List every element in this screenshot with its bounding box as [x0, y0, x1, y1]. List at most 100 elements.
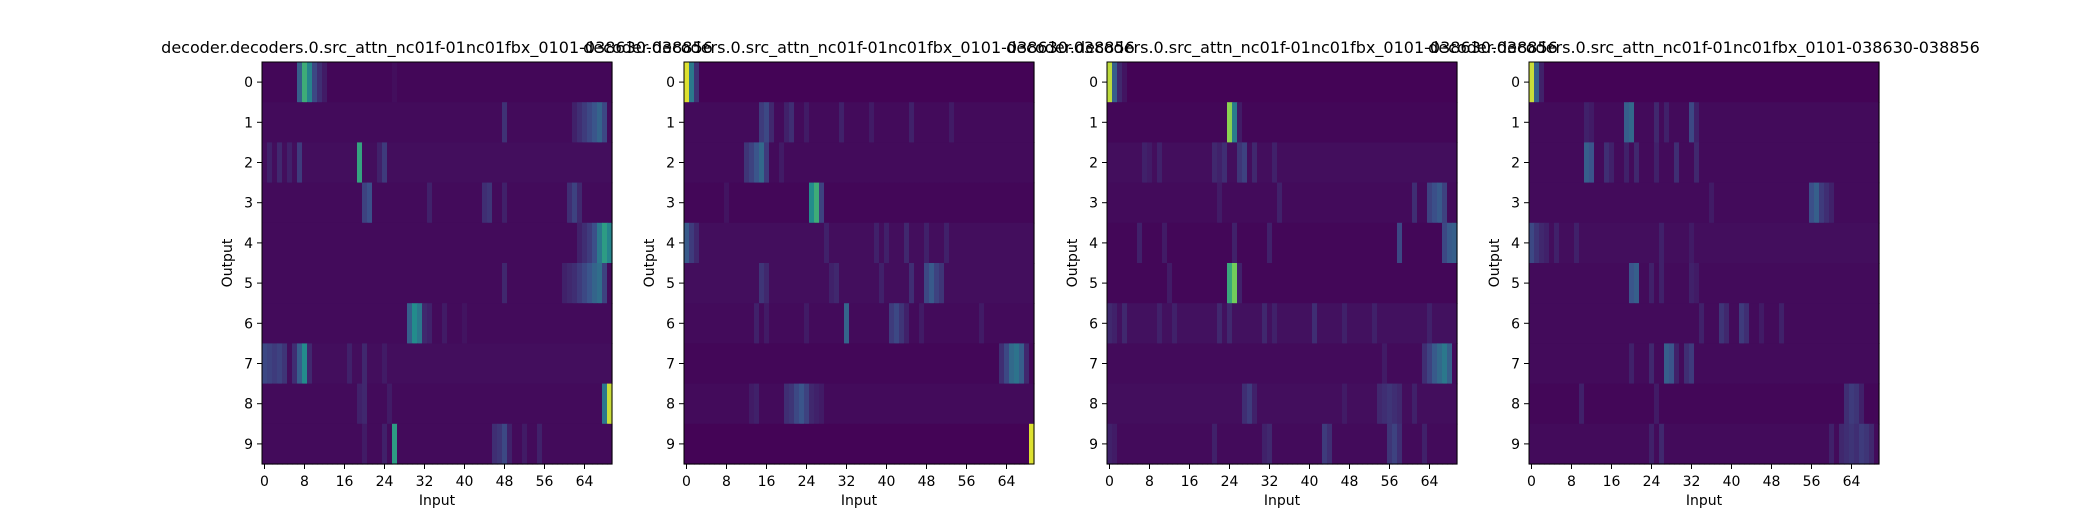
heatmap-cell	[1327, 222, 1333, 264]
heatmap-cell	[774, 182, 780, 224]
heatmap-cell	[507, 222, 513, 264]
heatmap-cell	[527, 62, 533, 103]
heatmap-cell	[1312, 423, 1318, 465]
heatmap-cell	[1397, 383, 1403, 425]
heatmap-cell	[387, 62, 393, 103]
heatmap-cell	[1699, 62, 1705, 103]
heatmap-cell	[522, 303, 528, 344]
heatmap-cell	[482, 142, 488, 184]
heatmap-cell	[1824, 182, 1830, 224]
heatmap-cell	[844, 263, 850, 304]
heatmap-cell	[1604, 423, 1610, 465]
heatmap-cell	[287, 423, 293, 465]
heatmap-cell	[522, 142, 528, 184]
heatmap-cell	[517, 182, 523, 224]
heatmap-cell	[1739, 102, 1745, 143]
heatmap-cell	[1177, 142, 1183, 184]
heatmap-cell	[1307, 142, 1313, 184]
heatmap-cell	[1659, 62, 1665, 103]
heatmap-cell	[1829, 263, 1835, 304]
heatmap-cell	[442, 383, 448, 425]
heatmap-cell	[1819, 263, 1825, 304]
heatmap-cell	[1292, 182, 1298, 224]
heatmap-cell	[894, 343, 900, 385]
heatmap-cell	[1172, 222, 1178, 264]
heatmap-cell	[1277, 423, 1283, 465]
heatmap-cell	[1689, 222, 1695, 264]
heatmap-cell	[684, 142, 690, 184]
heatmap-cell	[1217, 222, 1223, 264]
heatmap-cell	[512, 62, 518, 103]
heatmap-cell	[759, 383, 765, 425]
heatmap-cell	[587, 102, 593, 143]
heatmap-cell	[1874, 383, 1880, 425]
heatmap-cell	[849, 62, 855, 103]
heatmap-cell	[1142, 102, 1148, 143]
heatmap-cell	[904, 222, 910, 264]
heatmap-cell	[999, 303, 1005, 344]
heatmap-cell	[1854, 222, 1860, 264]
heatmap-cell	[844, 62, 850, 103]
heatmap-cell	[557, 182, 563, 224]
heatmap-cell	[1619, 222, 1625, 264]
heatmap-cell	[779, 423, 785, 465]
heatmap-cell	[1529, 303, 1535, 344]
heatmap-cell	[814, 222, 820, 264]
heatmap-cell	[784, 102, 790, 143]
heatmap-cell	[602, 142, 608, 184]
heatmap-cell	[1282, 303, 1288, 344]
heatmap-cell	[1774, 263, 1780, 304]
heatmap-cell	[1362, 343, 1368, 385]
heatmap-cell	[1222, 343, 1228, 385]
heatmap-cell	[1322, 343, 1328, 385]
heatmap-cell	[944, 303, 950, 344]
heatmap-cell	[994, 263, 1000, 304]
heatmap-cell	[602, 102, 608, 143]
heatmap-cell	[1749, 142, 1755, 184]
heatmap-cell	[1447, 102, 1453, 143]
heatmap-cell	[1669, 102, 1675, 143]
heatmap-cell	[734, 102, 740, 143]
heatmap-cell	[552, 102, 558, 143]
heatmap-cell	[1614, 222, 1620, 264]
heatmap-cell	[387, 343, 393, 385]
heatmap-cell	[1834, 263, 1840, 304]
heatmap-cell	[1599, 62, 1605, 103]
heatmap-cell	[979, 423, 985, 465]
heatmap-cell	[919, 383, 925, 425]
heatmap-cell	[1272, 383, 1278, 425]
heatmap-cell	[764, 423, 770, 465]
heatmap-cell	[582, 182, 588, 224]
heatmap-cell	[994, 303, 1000, 344]
heatmap-cell	[999, 182, 1005, 224]
heatmap-cell	[452, 343, 458, 385]
heatmap-cell	[312, 222, 318, 264]
heatmap-cell	[784, 142, 790, 184]
heatmap-cell	[1619, 62, 1625, 103]
heatmap-cell	[567, 263, 573, 304]
heatmap-cell	[1569, 343, 1575, 385]
heatmap-cell	[267, 102, 273, 143]
heatmap-cell	[989, 423, 995, 465]
heatmap-cell	[1287, 303, 1293, 344]
heatmap-cell	[1724, 182, 1730, 224]
heatmap-cell	[482, 343, 488, 385]
heatmap-cell	[1544, 343, 1550, 385]
heatmap-cell	[1614, 142, 1620, 184]
heatmap-cell	[582, 102, 588, 143]
heatmap-cell	[462, 102, 468, 143]
heatmap-cell	[824, 263, 830, 304]
heatmap-cell	[954, 102, 960, 143]
heatmap-cell	[1799, 343, 1805, 385]
heatmap-cell	[347, 62, 353, 103]
heatmap-cell	[1669, 383, 1675, 425]
heatmap-cell	[1869, 263, 1875, 304]
heatmap-cell	[362, 102, 368, 143]
heatmap-cell	[1009, 182, 1015, 224]
heatmap-cell	[1689, 182, 1695, 224]
heatmap-cell	[312, 62, 318, 103]
heatmap-cell	[327, 343, 333, 385]
y-tick-label: 0	[1089, 75, 1098, 91]
heatmap-cell	[557, 142, 563, 184]
heatmap-cell	[1834, 383, 1840, 425]
